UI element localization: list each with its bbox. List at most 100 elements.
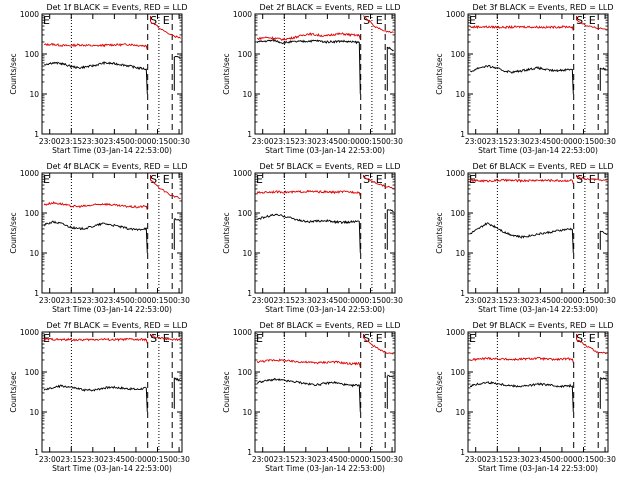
x-tick-label: 23:15	[60, 455, 82, 464]
series-lld-post-segment	[363, 176, 394, 190]
event-marker-E: E	[589, 332, 596, 345]
y-axis-label: Counts/sec	[222, 371, 231, 412]
x-tick-label: 23:15	[60, 137, 82, 146]
subplot-title: Det 6f BLACK = Events, RED = LLD	[472, 162, 613, 171]
series-lld-drop	[571, 358, 574, 363]
x-tick-label: 00:00	[551, 296, 573, 305]
x-tick-label: 23:45	[530, 455, 552, 464]
series-events-post-segment	[173, 377, 181, 382]
series-events-line	[469, 222, 573, 239]
x-tick-label: 00:30	[168, 455, 190, 464]
y-tick-label: 100	[25, 209, 40, 218]
y-tick-label: 10	[242, 249, 252, 258]
x-tick-label: 23:00	[252, 137, 274, 146]
x-tick-label: 23:30	[508, 455, 530, 464]
subplot-title: Det 3f BLACK = Events, RED = LLD	[472, 3, 613, 12]
subplot-title: Det 5f BLACK = Events, RED = LLD	[259, 162, 400, 171]
x-tick-label: 23:45	[317, 137, 339, 146]
event-marker-S: S	[576, 332, 583, 345]
x-tick-label: 00:15	[573, 455, 595, 464]
y-axis-label: Counts/sec	[9, 53, 18, 94]
y-tick-label: 1	[460, 448, 465, 457]
x-tick-label: 23:45	[530, 296, 552, 305]
series-events-line	[256, 213, 360, 225]
event-marker-S: S	[576, 173, 583, 186]
series-lld-line	[43, 42, 147, 48]
y-tick-label: 100	[451, 50, 466, 59]
subplot-7: Det 7f BLACK = Events, RED = LLD 1 10 100 10…	[9, 321, 190, 473]
y-tick-label: 1000	[20, 169, 39, 178]
plot-frame	[467, 13, 609, 135]
subplot-title: Det 8f BLACK = Events, RED = LLD	[259, 321, 400, 330]
event-marker-E: E	[376, 332, 383, 345]
subplot-3: Det 3f BLACK = Events, RED = LLD 1 10 100 10…	[435, 3, 616, 155]
series-lld-line	[43, 200, 147, 209]
y-tick-label: 100	[238, 368, 253, 377]
x-tick-label: 00:30	[381, 455, 403, 464]
event-marker-S: S	[150, 332, 157, 345]
x-tick-label: 00:00	[338, 455, 360, 464]
x-tick-label: 23:15	[273, 296, 295, 305]
y-tick-label: 1	[34, 130, 39, 139]
series-events-post-segment	[387, 46, 394, 52]
subplot-4: Det 4f BLACK = Events, RED = LLD 1 10 100 10…	[9, 162, 190, 314]
x-tick-label: 00:15	[573, 296, 595, 305]
series-events-line	[43, 384, 147, 392]
x-axis-label: Start Time (03-Jan-14 22:53:00)	[265, 146, 385, 155]
x-axis-label: Start Time (03-Jan-14 22:53:00)	[52, 146, 172, 155]
x-axis-label: Start Time (03-Jan-14 22:53:00)	[478, 464, 598, 473]
plot-frame	[467, 172, 609, 294]
x-axis-label: Start Time (03-Jan-14 22:53:00)	[265, 464, 385, 473]
y-tick-label: 1	[460, 289, 465, 298]
x-tick-label: 23:30	[82, 137, 104, 146]
y-tick-label: 10	[242, 408, 252, 417]
plot-frame	[254, 172, 396, 294]
y-tick-label: 1	[34, 289, 39, 298]
x-tick-label: 23:15	[273, 137, 295, 146]
y-axis-label: Counts/sec	[222, 212, 231, 253]
series-events-drop	[571, 228, 574, 254]
series-events-post-segment	[174, 55, 181, 59]
subplot-title: Det 2f BLACK = Events, RED = LLD	[259, 3, 400, 12]
series-events-line	[256, 377, 360, 388]
x-tick-label: 00:00	[338, 296, 360, 305]
x-tick-label: 00:30	[381, 137, 403, 146]
series-lld-line	[256, 189, 360, 195]
series-lld-post-segment	[576, 338, 607, 355]
y-tick-label: 1	[247, 130, 252, 139]
y-tick-label: 10	[242, 90, 252, 99]
x-tick-label: 00:00	[125, 137, 147, 146]
y-tick-label: 1000	[446, 10, 465, 19]
series-events-post-segment	[599, 230, 607, 236]
x-axis-label: Start Time (03-Jan-14 22:53:00)	[265, 305, 385, 314]
y-axis-label: Counts/sec	[435, 53, 444, 94]
x-tick-label: 23:00	[39, 137, 61, 146]
series-lld-drop	[571, 26, 574, 31]
series-lld-drop	[571, 180, 574, 185]
series-lld-post-segment	[150, 179, 181, 200]
series-lld-post-segment	[363, 15, 394, 34]
plot-frame	[41, 13, 183, 135]
series-events-drop	[145, 387, 148, 413]
plot-frame	[467, 331, 609, 453]
y-tick-label: 1	[34, 448, 39, 457]
y-tick-label: 100	[238, 50, 253, 59]
series-lld-drop	[358, 192, 361, 197]
subplot-title: Det 1f BLACK = Events, RED = LLD	[46, 3, 187, 12]
y-axis-label: Counts/sec	[9, 371, 18, 412]
y-tick-label: 1000	[20, 10, 39, 19]
y-tick-label: 1000	[20, 328, 39, 337]
x-tick-label: 00:30	[594, 137, 616, 146]
series-lld-line	[469, 356, 573, 362]
x-tick-label: 23:45	[104, 137, 126, 146]
series-lld-post-segment	[150, 20, 181, 39]
series-events-post-segment	[387, 374, 394, 378]
x-tick-label: 23:30	[295, 455, 317, 464]
y-tick-label: 10	[455, 408, 465, 417]
series-lld-post-segment	[363, 337, 394, 355]
event-marker-S: S	[363, 173, 370, 186]
subplot-5: Det 5f BLACK = Events, RED = LLD 1 10 100 10…	[222, 162, 403, 314]
event-marker-E: E	[469, 332, 476, 345]
x-tick-label: 23:15	[273, 455, 295, 464]
x-tick-label: 23:30	[82, 455, 104, 464]
